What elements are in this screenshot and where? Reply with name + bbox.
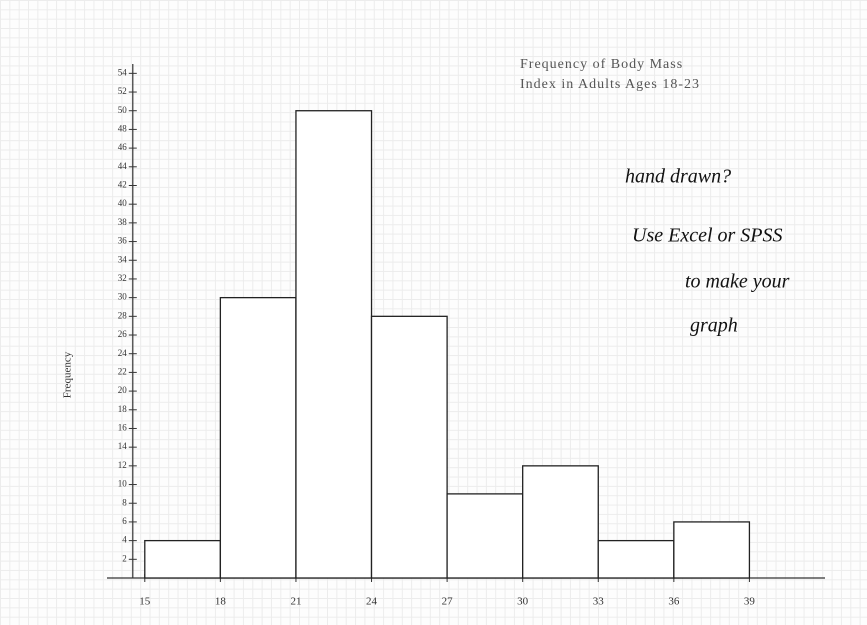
y-tick-label: 36 bbox=[118, 236, 128, 246]
y-tick-label: 8 bbox=[122, 497, 127, 507]
y-tick-label: 12 bbox=[118, 460, 127, 470]
annotation: Use Excel or SPSS bbox=[632, 225, 783, 247]
x-tick-label: 21 bbox=[290, 596, 301, 608]
y-tick-label: 46 bbox=[118, 142, 128, 152]
x-tick-label: 15 bbox=[139, 596, 151, 608]
y-tick-label: 48 bbox=[118, 123, 128, 133]
y-tick-label: 30 bbox=[118, 292, 128, 302]
chart-title: Index in Adults Ages 18-23 bbox=[520, 77, 700, 92]
bar bbox=[295, 110, 373, 579]
y-tick-label: 18 bbox=[118, 404, 128, 414]
y-tick-label: 52 bbox=[118, 86, 127, 96]
y-tick-label: 28 bbox=[118, 310, 128, 320]
y-tick-label: 6 bbox=[122, 516, 127, 526]
y-tick-label: 34 bbox=[118, 254, 128, 264]
y-tick-label: 32 bbox=[118, 273, 127, 283]
x-tick-label: 33 bbox=[593, 596, 605, 608]
bar bbox=[370, 315, 448, 579]
y-tick-label: 20 bbox=[118, 385, 128, 395]
annotation: to make your bbox=[685, 271, 790, 293]
bar bbox=[219, 296, 297, 579]
y-tick-label: 16 bbox=[118, 423, 128, 433]
y-tick-label: 40 bbox=[118, 198, 128, 208]
y-tick-label: 42 bbox=[118, 180, 127, 190]
y-tick-label: 10 bbox=[118, 479, 128, 489]
y-tick-label: 54 bbox=[118, 67, 128, 77]
annotation: graph bbox=[690, 315, 738, 337]
x-tick-label: 36 bbox=[668, 596, 680, 608]
y-tick-label: 4 bbox=[122, 535, 127, 545]
x-tick-label: 18 bbox=[215, 596, 227, 608]
y-tick-label: 22 bbox=[118, 366, 127, 376]
bar bbox=[673, 521, 751, 579]
y-tick-label: 24 bbox=[118, 348, 128, 358]
y-axis-label: Frequency bbox=[62, 351, 74, 398]
x-tick-label: 39 bbox=[744, 596, 756, 608]
bar bbox=[446, 493, 524, 579]
annotation: hand drawn? bbox=[625, 166, 731, 188]
x-tick-label: 30 bbox=[517, 596, 529, 608]
chart-title: Frequency of Body Mass bbox=[520, 57, 683, 72]
y-tick-label: 14 bbox=[118, 441, 128, 451]
y-tick-label: 26 bbox=[118, 329, 128, 339]
bar bbox=[144, 539, 222, 579]
y-tick-label: 44 bbox=[118, 161, 128, 171]
y-tick-label: 50 bbox=[118, 105, 128, 115]
x-tick-label: 24 bbox=[366, 596, 378, 608]
y-tick-label: 38 bbox=[118, 217, 128, 227]
bar bbox=[597, 539, 675, 579]
x-tick-label: 27 bbox=[442, 596, 454, 608]
bar bbox=[522, 465, 599, 579]
y-tick-label: 2 bbox=[122, 553, 127, 563]
